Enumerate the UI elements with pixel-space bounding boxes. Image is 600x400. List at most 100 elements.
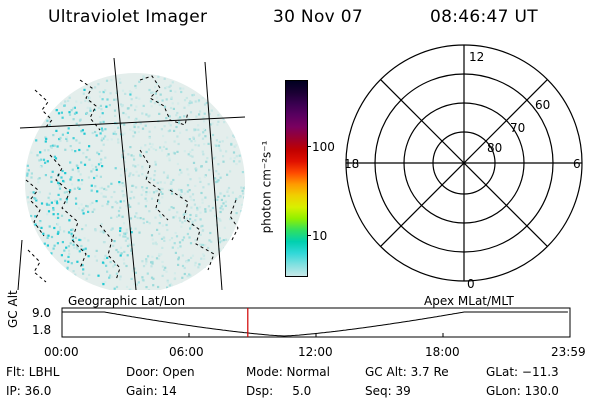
image-pixel: [26, 196, 29, 199]
image-pixel: [108, 276, 111, 279]
image-pixel: [66, 139, 69, 143]
image-pixel: [171, 102, 174, 105]
image-pixel: [218, 140, 221, 143]
image-pixel: [189, 150, 192, 153]
image-pixel: [178, 188, 181, 191]
image-pixel: [187, 275, 190, 278]
image-pixel: [199, 180, 202, 183]
image-pixel: [106, 98, 109, 101]
image-pixel: [84, 99, 87, 102]
mlat-label-80: 80: [487, 141, 502, 155]
image-pixel: [156, 100, 159, 103]
image-pixel: [142, 217, 145, 221]
image-pixel: [119, 229, 122, 232]
image-pixel: [202, 253, 205, 256]
image-pixel: [171, 246, 174, 249]
image-pixel: [123, 262, 126, 265]
image-pixel: [215, 181, 218, 184]
image-pixel: [45, 137, 48, 140]
image-pixel: [189, 225, 193, 228]
image-pixel: [146, 220, 149, 223]
image-pixel: [87, 100, 90, 103]
image-pixel: [85, 277, 88, 280]
image-pixel: [51, 144, 54, 147]
image-pixel: [99, 161, 102, 164]
image-pixel: [197, 100, 200, 103]
image-pixel: [121, 182, 124, 185]
image-pixel: [240, 186, 243, 189]
info-mode: Mode: Normal: [246, 365, 330, 379]
image-pixel: [174, 215, 177, 218]
image-pixel: [217, 163, 220, 166]
image-pixel: [114, 133, 118, 136]
image-pixel: [174, 251, 177, 254]
image-pixel: [168, 115, 171, 118]
image-pixel: [134, 227, 137, 230]
image-pixel: [63, 249, 66, 252]
image-pixel: [119, 254, 122, 257]
image-pixel: [205, 101, 208, 105]
image-pixel: [195, 115, 198, 118]
image-pixel: [29, 191, 32, 194]
image-pixel: [132, 243, 135, 246]
image-pixel: [158, 103, 161, 106]
altitude-curve: [62, 311, 568, 337]
image-pixel: [38, 177, 41, 180]
image-pixel: [94, 229, 97, 232]
image-pixel: [58, 138, 61, 141]
image-pixel: [189, 217, 192, 221]
image-pixel: [102, 241, 106, 244]
image-pixel: [177, 263, 180, 266]
image-pixel: [172, 107, 175, 110]
image-pixel: [65, 136, 68, 139]
image-pixel: [55, 109, 58, 112]
image-pixel: [82, 212, 85, 215]
image-pixel: [123, 160, 127, 163]
image-pixel: [235, 212, 238, 215]
image-pixel: [119, 278, 122, 281]
colorbar-tick-mark: [307, 146, 311, 147]
image-pixel: [46, 119, 49, 122]
mlt-label-18: 18: [344, 157, 359, 171]
image-pixel: [112, 132, 115, 135]
image-pixel: [75, 111, 78, 114]
image-pixel: [57, 222, 60, 225]
image-pixel: [101, 98, 104, 101]
image-pixel: [163, 125, 166, 128]
image-pixel: [170, 192, 174, 195]
image-pixel: [100, 108, 103, 111]
image-pixel: [149, 100, 152, 103]
image-pixel: [61, 241, 64, 244]
image-pixel: [148, 191, 151, 194]
image-pixel: [229, 157, 232, 160]
image-pixel: [191, 193, 195, 196]
image-pixel: [148, 222, 151, 225]
image-pixel: [81, 228, 84, 231]
image-pixel: [97, 106, 100, 109]
image-pixel: [43, 149, 46, 152]
image-pixel: [152, 277, 155, 280]
image-pixel: [57, 182, 60, 185]
image-pixel: [71, 228, 74, 231]
image-pixel: [113, 263, 116, 266]
image-pixel: [195, 214, 198, 217]
info-glat: GLat: −11.3: [486, 365, 559, 379]
image-pixel: [193, 128, 196, 131]
image-pixel: [26, 164, 29, 167]
image-pixel: [201, 137, 205, 140]
image-pixel: [69, 145, 72, 148]
image-pixel: [39, 151, 42, 154]
image-pixel: [100, 223, 103, 226]
image-pixel: [68, 219, 71, 222]
image-pixel: [58, 187, 62, 190]
image-pixel: [207, 142, 210, 145]
image-pixel: [87, 176, 90, 179]
image-pixel: [145, 258, 148, 261]
image-pixel: [84, 247, 87, 250]
image-pixel: [164, 266, 167, 269]
image-pixel: [30, 176, 33, 179]
image-pixel: [203, 112, 206, 115]
image-pixel: [128, 175, 131, 178]
image-pixel: [40, 226, 43, 229]
image-pixel: [132, 173, 135, 177]
